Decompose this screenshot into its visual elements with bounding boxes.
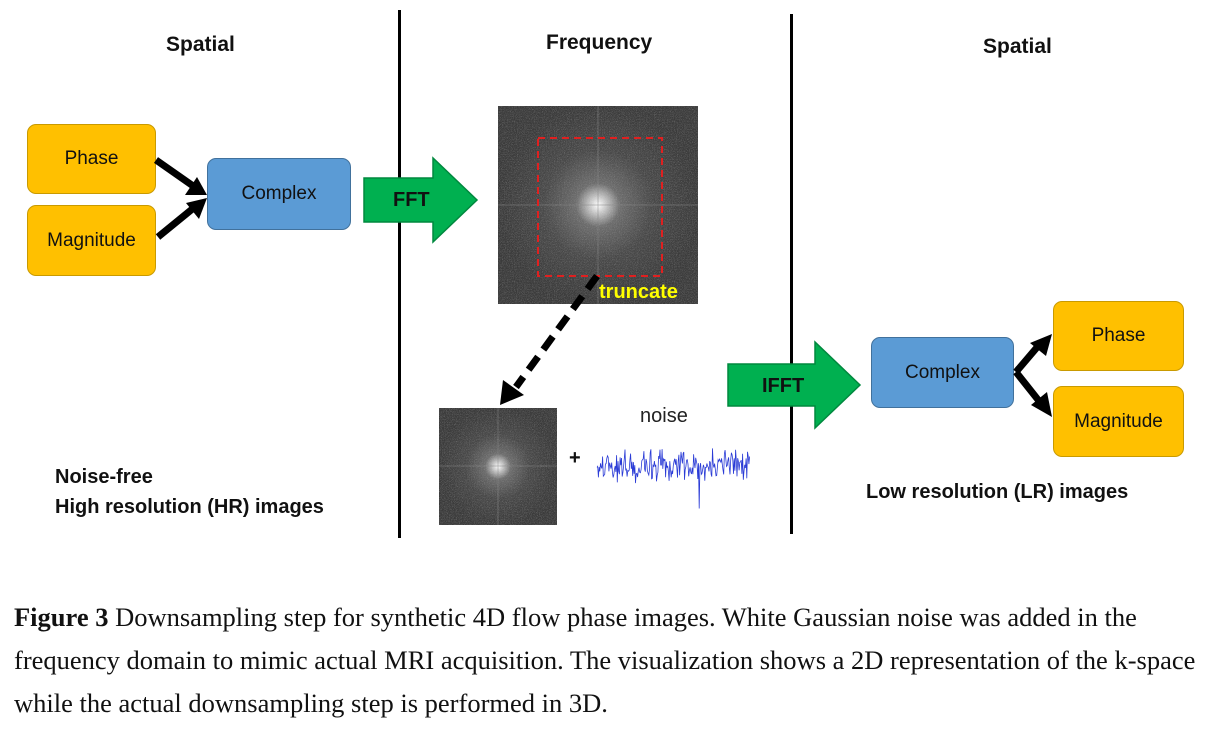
- magnitude-to-complex-arrow: [155, 198, 207, 240]
- magnitude-box-right: Magnitude: [1053, 386, 1184, 457]
- noise-label: noise: [640, 405, 688, 427]
- hr-label-line1: Noise-free: [55, 466, 153, 488]
- divider-right: [790, 14, 793, 534]
- hr-label-line2: High resolution (HR) images: [55, 496, 324, 518]
- magnitude-label-right: Magnitude: [1074, 410, 1163, 432]
- complex-box-left: Complex: [207, 158, 351, 230]
- ifft-arrow: [727, 340, 862, 430]
- phase-box-right: Phase: [1053, 301, 1184, 371]
- divider-left: [398, 10, 401, 538]
- complex-label-right: Complex: [905, 361, 980, 383]
- lr-label: Low resolution (LR) images: [866, 481, 1129, 503]
- magnitude-box-left: Magnitude: [27, 205, 156, 276]
- phase-to-complex-arrow: [153, 157, 207, 195]
- complex-to-magnitude-arrow: [1013, 369, 1052, 417]
- phase-label-right: Phase: [1091, 325, 1146, 346]
- complex-label-left: Complex: [241, 183, 317, 204]
- header-frequency: Frequency: [546, 31, 653, 54]
- ifft-label: IFFT: [762, 375, 805, 397]
- figure-caption: Figure 3 Downsampling step for synthetic…: [14, 596, 1204, 725]
- complex-box-right: Complex: [871, 337, 1014, 408]
- magnitude-label-left: Magnitude: [47, 229, 136, 251]
- header-spatial-right: Spatial: [983, 35, 1052, 58]
- kspace-image-main: [498, 106, 698, 304]
- header-spatial-left: Spatial: [166, 33, 235, 56]
- fft-label: FFT: [393, 189, 430, 211]
- truncate-region: [537, 137, 663, 277]
- truncate-label: truncate: [599, 281, 678, 303]
- caption-text: Downsampling step for synthetic 4D flow …: [14, 602, 1196, 718]
- caption-figure-label: Figure 3: [14, 602, 109, 632]
- fft-arrow: [363, 156, 479, 244]
- noise-signal: [596, 448, 750, 509]
- phase-label-left: Phase: [64, 148, 119, 169]
- phase-box-left: Phase: [27, 124, 156, 194]
- kspace-image-small: [439, 408, 557, 525]
- plus-sign: +: [569, 447, 581, 469]
- complex-to-phase-arrow: [1013, 334, 1052, 375]
- truncate-dashed-arrow: [500, 273, 600, 405]
